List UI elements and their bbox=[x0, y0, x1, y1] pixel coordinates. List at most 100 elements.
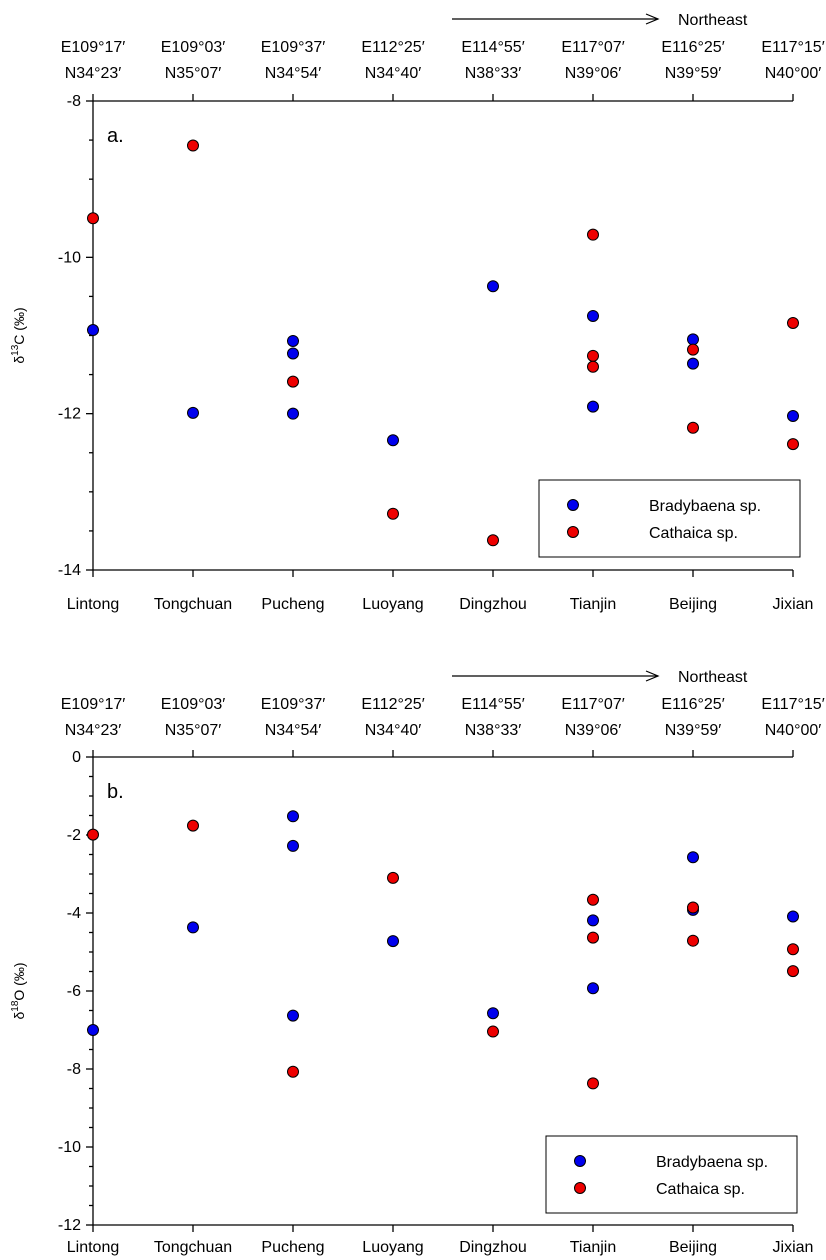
x-tick-label: Lintong bbox=[67, 1239, 120, 1256]
chart-panel-a: Northeast E109°17′ N34°23′ E109°03′ N35°07′ E… bbox=[10, 12, 825, 613]
legend-label: Bradybaena sp. bbox=[656, 1154, 768, 1171]
coord-lat-label: N34°54′ bbox=[265, 722, 322, 739]
y-tick-label: -14 bbox=[58, 562, 81, 579]
data-point-bradybaena bbox=[687, 333, 699, 346]
data-point-bradybaena bbox=[287, 334, 299, 347]
coord-lat-label: N34°54′ bbox=[265, 65, 322, 82]
legend-label: Bradybaena sp. bbox=[649, 498, 761, 515]
data-point-cathaica bbox=[587, 931, 599, 944]
data-point-bradybaena bbox=[287, 407, 299, 420]
northeast-arrow-head bbox=[645, 13, 660, 25]
y-axis-label: δ18O (‰) bbox=[10, 962, 27, 1019]
coord-lon-label: E109°03′ bbox=[161, 696, 226, 713]
x-tick-label: Tianjin bbox=[570, 1239, 617, 1256]
data-point-cathaica bbox=[387, 871, 399, 884]
data-point-bradybaena bbox=[587, 914, 599, 927]
data-point-cathaica bbox=[587, 228, 599, 241]
data-point-bradybaena bbox=[687, 851, 699, 864]
data-point-bradybaena bbox=[387, 935, 399, 948]
coord-lat-label: N34°40′ bbox=[365, 65, 422, 82]
coord-lon-label: E114°55′ bbox=[461, 696, 524, 713]
x-tick-label: Pucheng bbox=[261, 596, 324, 613]
coord-lon-label: E114°55′ bbox=[461, 39, 524, 56]
y-tick-label: 0 bbox=[72, 749, 81, 766]
coord-lon-label: E112°25′ bbox=[361, 696, 424, 713]
data-point-cathaica bbox=[687, 343, 699, 356]
data-point-cathaica bbox=[587, 1077, 599, 1090]
data-point-cathaica bbox=[687, 901, 699, 914]
x-tick-label: Luoyang bbox=[362, 1239, 423, 1256]
y-tick-label: -6 bbox=[67, 983, 81, 1000]
panel-label: b. bbox=[107, 781, 124, 803]
y-axis-label: δ13C (‰) bbox=[10, 307, 27, 363]
data-point-cathaica bbox=[387, 507, 399, 520]
coord-lat-label: N34°40′ bbox=[365, 722, 422, 739]
legend-label: Cathaica sp. bbox=[649, 525, 738, 542]
legend-box bbox=[545, 1135, 798, 1214]
coord-lat-label: N35°07′ bbox=[165, 65, 222, 82]
data-point-bradybaena bbox=[787, 410, 799, 423]
legend-label: Cathaica sp. bbox=[656, 1181, 745, 1198]
data-point-cathaica bbox=[587, 360, 599, 373]
data-point-bradybaena bbox=[587, 982, 599, 995]
x-tick-label: Beijing bbox=[669, 596, 717, 613]
legend-marker bbox=[574, 1182, 586, 1194]
x-tick-label: Tongchuan bbox=[154, 596, 232, 613]
legend-marker bbox=[567, 526, 579, 538]
coord-lat-label: N34°23′ bbox=[65, 722, 122, 739]
data-point-cathaica bbox=[287, 1065, 299, 1078]
data-point-bradybaena bbox=[787, 910, 799, 923]
coord-lon-label: E109°37′ bbox=[261, 39, 326, 56]
data-point-bradybaena bbox=[587, 400, 599, 413]
coord-lat-label: N39°59′ bbox=[665, 65, 722, 82]
chart-panel-b: Northeast E109°17′ N34°23′ E109°03′ N35°07′ E… bbox=[10, 669, 825, 1256]
data-point-cathaica bbox=[187, 139, 199, 152]
data-point-bradybaena bbox=[187, 406, 199, 419]
data-point-bradybaena bbox=[187, 921, 199, 934]
coord-lon-label: E112°25′ bbox=[361, 39, 424, 56]
y-tick-label: -12 bbox=[58, 1217, 81, 1234]
coord-lon-label: E116°25′ bbox=[661, 39, 724, 56]
coord-lat-label: N39°59′ bbox=[665, 722, 722, 739]
coord-lat-label: N40°00′ bbox=[765, 722, 822, 739]
data-point-bradybaena bbox=[387, 434, 399, 447]
y-tick-label: -8 bbox=[67, 93, 81, 110]
coord-lat-label: N40°00′ bbox=[765, 65, 822, 82]
data-point-cathaica bbox=[687, 421, 699, 434]
y-tick-label: -2 bbox=[67, 827, 81, 844]
x-tick-label: Beijing bbox=[669, 1239, 717, 1256]
coord-lat-label: N39°06′ bbox=[565, 65, 622, 82]
coord-lon-label: E117°07′ bbox=[561, 39, 624, 56]
data-point-cathaica bbox=[87, 212, 99, 225]
northeast-label: Northeast bbox=[678, 669, 748, 686]
data-point-bradybaena bbox=[287, 810, 299, 823]
data-point-cathaica bbox=[87, 828, 99, 841]
x-tick-label: Tianjin bbox=[570, 596, 617, 613]
coord-lon-label: E109°17′ bbox=[61, 39, 126, 56]
data-point-cathaica bbox=[787, 316, 799, 329]
y-tick-label: -10 bbox=[58, 1139, 81, 1156]
coord-lon-label: E109°17′ bbox=[61, 696, 126, 713]
coord-lon-label: E116°25′ bbox=[661, 696, 724, 713]
y-tick-label: -4 bbox=[67, 905, 81, 922]
northeast-arrow-head bbox=[645, 670, 660, 682]
y-axis-label-prefix: δ bbox=[11, 356, 27, 364]
northeast-label: Northeast bbox=[678, 12, 748, 29]
y-axis-label-sup: 18 bbox=[10, 1000, 21, 1012]
data-point-cathaica bbox=[687, 934, 699, 947]
y-axis-label-sup: 13 bbox=[10, 344, 21, 356]
coord-lon-label: E117°07′ bbox=[561, 696, 624, 713]
data-point-bradybaena bbox=[287, 1009, 299, 1022]
panel-label: a. bbox=[107, 125, 124, 147]
y-axis-label-prefix: δ bbox=[11, 1012, 27, 1020]
data-point-bradybaena bbox=[287, 347, 299, 360]
y-tick-label: -10 bbox=[58, 249, 81, 266]
coord-lat-label: N35°07′ bbox=[165, 722, 222, 739]
coord-lon-label: E117°15′ bbox=[761, 39, 824, 56]
data-point-cathaica bbox=[787, 965, 799, 978]
y-axis-label-suffix: C (‰) bbox=[11, 307, 27, 344]
data-point-bradybaena bbox=[287, 839, 299, 852]
y-tick-label: -8 bbox=[67, 1061, 81, 1078]
coord-lon-label: E109°37′ bbox=[261, 696, 326, 713]
